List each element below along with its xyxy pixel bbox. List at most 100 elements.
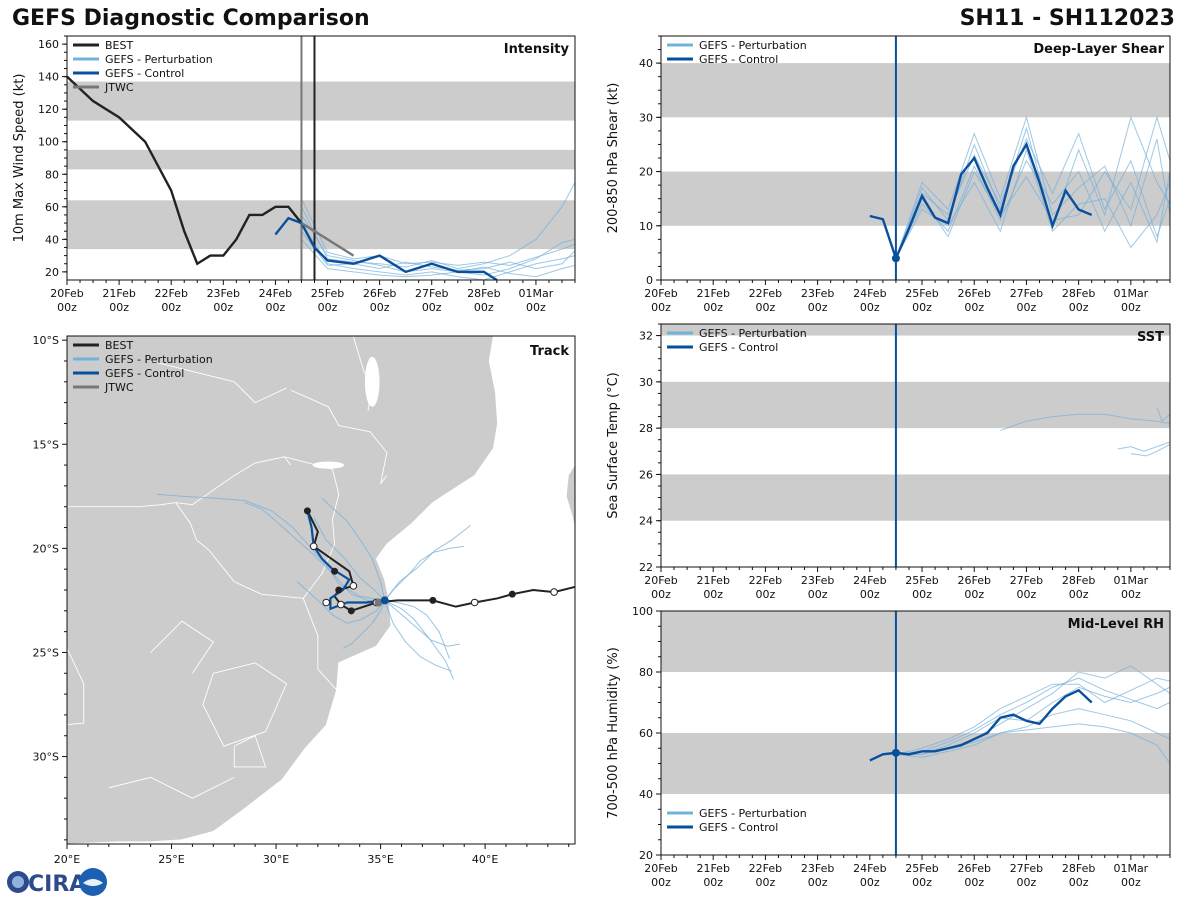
rh-title: Mid-Level RH (1068, 617, 1164, 632)
rh-x-tick-label: 22Feb (749, 862, 782, 875)
rh-x-tick-label: 01Mar (1113, 862, 1148, 875)
track-lake (364, 356, 380, 407)
track-lake (312, 461, 344, 469)
intensity-x-tick-label: 00z (318, 301, 338, 314)
shear-x-tick-label: 00z (1017, 301, 1037, 314)
rh-x-tick-label: 00z (860, 876, 880, 889)
shear-series-gefs-control (869, 141, 1093, 262)
rh-x-tick-label: 28Feb (1062, 862, 1095, 875)
shear-y-label: 200-850 hPa Shear (kt) (606, 83, 621, 234)
track-perturbation-line (384, 600, 452, 672)
track-madagascar-land (566, 465, 575, 528)
track-lon-tick-label: 25°E (158, 853, 184, 866)
sst-y-tick-label: 22 (639, 561, 653, 574)
sst-legend-label: GEFS - Perturbation (699, 327, 807, 340)
track-title: Track (530, 344, 569, 359)
intensity-band (67, 81, 575, 121)
track-legend-label: BEST (105, 339, 133, 352)
sst-y-tick-label: 28 (639, 422, 653, 435)
intensity-legend-label: GEFS - Perturbation (105, 53, 213, 66)
shear-x-tick-label: 27Feb (1010, 287, 1043, 300)
shear-x-tick-label: 00z (1069, 301, 1089, 314)
intensity-perturbation-line (301, 198, 575, 266)
intensity-x-tick-label: 00z (370, 301, 390, 314)
logo-text: CIRA (28, 872, 86, 897)
track-perturbation-line (384, 599, 455, 680)
shear-y-tick-label: 40 (639, 57, 653, 70)
intensity-legend-label: GEFS - Control (105, 67, 184, 80)
intensity-series-jtwc (300, 222, 355, 257)
intensity-series-best (67, 75, 303, 266)
track-country-border (150, 620, 214, 674)
intensity-x-tick-label: 20Feb (50, 287, 83, 300)
shear-title: Deep-Layer Shear (1033, 42, 1164, 57)
shear-x-tick-label: 00z (703, 301, 723, 314)
rh-x-tick-label: 00z (964, 876, 984, 889)
shear-perturbation-line (895, 115, 1170, 259)
track-lat-tick-label: 25°S (33, 646, 59, 659)
sst-perturbation-line (1130, 443, 1170, 457)
intensity-y-label: 10m Max Wind Speed (kt) (12, 74, 27, 243)
track-map-layer (67, 336, 575, 844)
rh-frame (660, 610, 1171, 856)
track-perturbation-line (296, 581, 386, 624)
sst-y-tick-label: 32 (639, 330, 653, 343)
track-country-border (233, 735, 267, 768)
intensity-y-tick-label: 80 (45, 168, 59, 181)
track-best-marker (335, 586, 343, 594)
track-best-marker (331, 567, 339, 575)
track-perturbation-line (321, 498, 386, 601)
intensity-x-tick-label: 28Feb (467, 287, 500, 300)
intensity-title: Intensity (504, 42, 570, 57)
sst-perturbation-line (1000, 413, 1170, 431)
intensity-y-tick-label: 40 (45, 233, 59, 246)
sst-x-tick-label: 22Feb (749, 574, 782, 587)
track-perturbation-line (313, 516, 386, 601)
rh-x-tick-label: 00z (912, 876, 932, 889)
track-control-marker (380, 596, 389, 605)
sst-x-tick-label: 28Feb (1062, 574, 1095, 587)
intensity-y-tick-label: 160 (38, 38, 59, 51)
intensity-x-tick-label: 24Feb (259, 287, 292, 300)
intensity-perturbation-line (301, 182, 575, 270)
track-lat-tick-label: 15°S (33, 438, 59, 451)
rh-x-tick-label: 21Feb (696, 862, 729, 875)
sst-x-tick-label: 27Feb (1010, 574, 1043, 587)
rh-y-tick-label: 20 (639, 849, 653, 862)
sst-x-tick-label: 00z (1121, 588, 1141, 601)
track-country-border (108, 776, 235, 799)
sst-x-tick-label: 00z (756, 588, 776, 601)
track-legend-label: GEFS - Control (105, 367, 184, 380)
shear-x-tick-label: 00z (651, 301, 671, 314)
track-lon-tick-label: 40°E (472, 853, 498, 866)
rh-perturbation-line (895, 708, 1170, 758)
sst-x-tick-label: 24Feb (853, 574, 886, 587)
intensity-x-tick-label: 00z (213, 301, 233, 314)
track-lon-tick-label: 30°E (263, 853, 289, 866)
intensity-x-tick-label: 01Mar (519, 287, 554, 300)
sst-band (661, 474, 1170, 521)
track-country-border (175, 502, 262, 595)
track-country-border (261, 456, 340, 599)
shear-x-tick-label: 01Mar (1113, 287, 1148, 300)
intensity-series-gefs-control (274, 216, 498, 280)
sst-y-tick-label: 30 (639, 376, 653, 389)
intensity-x-tick-label: 23Feb (207, 287, 240, 300)
track-perturbation-line (244, 502, 385, 601)
rh-x-tick-label: 00z (1121, 876, 1141, 889)
rh-perturbation-line (895, 677, 1170, 755)
shear-perturbation-line (895, 148, 1170, 259)
rh-x-tick-label: 20Feb (644, 862, 677, 875)
rh-x-tick-label: 00z (808, 876, 828, 889)
shear-x-tick-label: 22Feb (749, 287, 782, 300)
sst-perturbation-line (1117, 441, 1170, 452)
track-best-open-marker (550, 588, 558, 596)
intensity-x-tick-label: 00z (109, 301, 129, 314)
track-lat-tick-label: 20°S (33, 542, 59, 555)
track-best-open-marker (337, 600, 345, 609)
sst-x-tick-label: 21Feb (696, 574, 729, 587)
shear-frame (660, 35, 1171, 281)
track-lon-tick-label: 20°E (54, 853, 80, 866)
shear-x-tick-label: 00z (756, 301, 776, 314)
intensity-x-tick-label: 00z (422, 301, 442, 314)
